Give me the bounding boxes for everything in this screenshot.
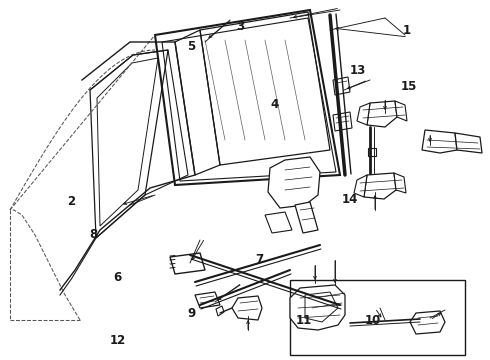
Text: 10: 10 xyxy=(364,314,381,327)
Polygon shape xyxy=(268,157,320,208)
Text: 15: 15 xyxy=(401,80,417,93)
Polygon shape xyxy=(354,175,367,197)
Text: 7: 7 xyxy=(256,253,264,266)
Polygon shape xyxy=(333,112,352,131)
Text: 6: 6 xyxy=(114,271,122,284)
Text: 1: 1 xyxy=(403,24,411,37)
Text: 3: 3 xyxy=(236,21,244,33)
Polygon shape xyxy=(394,173,406,193)
Polygon shape xyxy=(455,133,482,153)
Text: 8: 8 xyxy=(89,228,97,240)
Polygon shape xyxy=(290,285,345,330)
Polygon shape xyxy=(195,292,220,308)
Text: 13: 13 xyxy=(349,64,366,77)
Polygon shape xyxy=(357,103,370,125)
Polygon shape xyxy=(410,311,445,334)
Text: 12: 12 xyxy=(109,334,126,347)
Polygon shape xyxy=(170,253,205,274)
Text: 5: 5 xyxy=(187,40,195,53)
Polygon shape xyxy=(265,212,292,233)
Polygon shape xyxy=(295,202,318,233)
Polygon shape xyxy=(216,306,224,316)
Polygon shape xyxy=(333,77,350,95)
Polygon shape xyxy=(422,130,457,153)
Text: 4: 4 xyxy=(270,98,278,111)
Polygon shape xyxy=(368,148,376,156)
Polygon shape xyxy=(232,296,262,320)
Text: 14: 14 xyxy=(342,193,359,206)
Text: 11: 11 xyxy=(295,314,312,327)
Polygon shape xyxy=(302,285,360,320)
Polygon shape xyxy=(364,173,396,199)
Polygon shape xyxy=(395,101,407,121)
Bar xyxy=(290,280,465,355)
Text: 9: 9 xyxy=(187,307,195,320)
Polygon shape xyxy=(367,101,397,127)
Text: 2: 2 xyxy=(67,195,75,208)
